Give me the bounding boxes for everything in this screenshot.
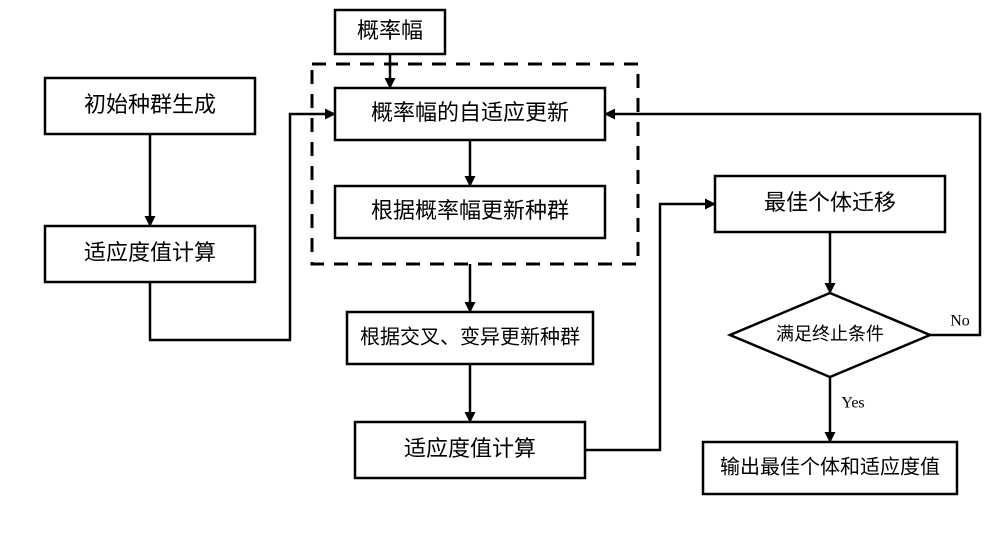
box-init_pop: 初始种群生成 bbox=[45, 78, 255, 134]
box-fitness1: 适应度值计算 bbox=[45, 226, 255, 282]
box-label-migrate: 最佳个体迁移 bbox=[764, 190, 896, 215]
box-adapt_update: 概率幅的自适应更新 bbox=[335, 88, 605, 140]
box-crossover: 根据交叉、变异更新种群 bbox=[347, 312, 593, 364]
box-label-fitness1: 适应度值计算 bbox=[84, 240, 216, 265]
box-output: 输出最佳个体和适应度值 bbox=[703, 442, 957, 494]
box-fitness2: 适应度值计算 bbox=[355, 422, 585, 478]
box-pop_update: 根据概率幅更新种群 bbox=[335, 186, 605, 238]
box-label-output: 输出最佳个体和适应度值 bbox=[720, 456, 940, 479]
box-label-init_pop: 初始种群生成 bbox=[84, 92, 216, 117]
arrow-label-decision-yes: Yes bbox=[841, 395, 864, 412]
box-label-prob_amp: 概率幅 bbox=[357, 18, 423, 43]
box-label-adapt_update: 概率幅的自适应更新 bbox=[371, 100, 569, 125]
arrow-label-decision-no: No bbox=[950, 313, 970, 330]
box-prob_amp: 概率幅 bbox=[335, 10, 445, 54]
decision-label: 满足终止条件 bbox=[776, 324, 884, 344]
box-migrate: 最佳个体迁移 bbox=[715, 176, 945, 232]
box-label-crossover: 根据交叉、变异更新种群 bbox=[360, 326, 580, 349]
decision-terminate: 满足终止条件 bbox=[730, 293, 930, 377]
arrow-fitness2-to-migrate bbox=[585, 204, 715, 450]
box-label-pop_update: 根据概率幅更新种群 bbox=[371, 198, 569, 223]
box-label-fitness2: 适应度值计算 bbox=[404, 436, 536, 461]
